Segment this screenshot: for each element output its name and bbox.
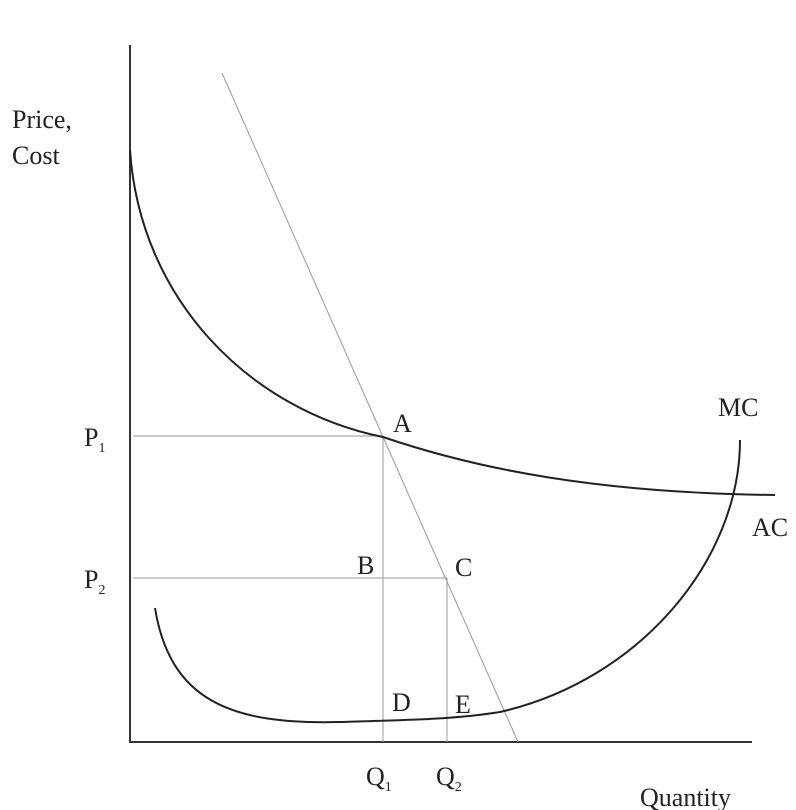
y-axis-label: Cost — [12, 141, 60, 170]
point-label: C — [455, 553, 472, 582]
demand-line — [221, 72, 519, 743]
price-label: P2 — [84, 565, 105, 598]
curve-label: AC — [752, 513, 788, 542]
curve-label: MC — [718, 393, 758, 422]
quantity-label: Q2 — [436, 762, 462, 795]
point-label: D — [392, 688, 411, 717]
point-label: A — [393, 409, 412, 438]
x-axis-label: Quantity — [640, 783, 731, 810]
ac-curve — [129, 149, 776, 496]
price-label: P1 — [84, 423, 105, 456]
quantity-label: Q1 — [366, 762, 392, 795]
point-label: E — [455, 690, 471, 719]
y-axis-label: Price, — [12, 105, 72, 134]
mc-curve — [154, 439, 741, 724]
point-label: B — [357, 551, 374, 580]
